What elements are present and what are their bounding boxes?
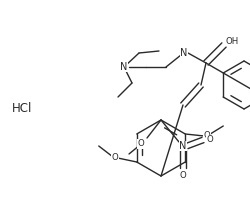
Text: O: O: [111, 153, 118, 163]
Text: N: N: [120, 62, 127, 72]
Text: O: O: [206, 135, 212, 145]
Text: O: O: [203, 132, 210, 140]
Text: N: N: [180, 48, 187, 58]
Text: OH: OH: [224, 36, 238, 46]
Text: O: O: [137, 140, 144, 148]
Text: HCl: HCl: [12, 102, 32, 115]
Text: O: O: [179, 171, 186, 181]
Text: N: N: [178, 141, 186, 151]
